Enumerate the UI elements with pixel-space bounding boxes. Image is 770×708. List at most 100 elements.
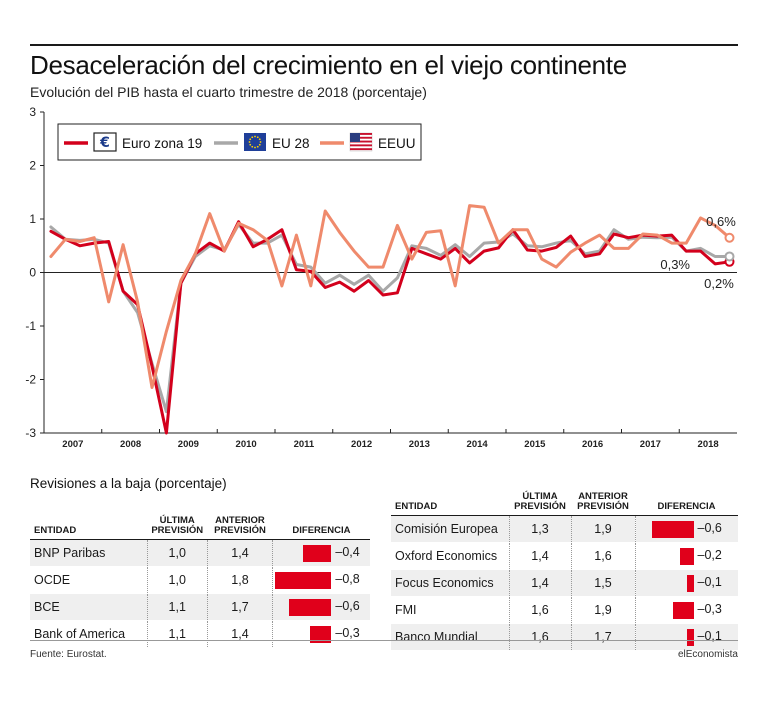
last-forecast-cell: 1,3 bbox=[508, 515, 571, 543]
x-tick-label: 2017 bbox=[640, 439, 661, 450]
header-last: ÚLTIMA PREVISIÓN bbox=[147, 506, 208, 540]
y-tick-label: 0 bbox=[29, 266, 36, 280]
top-rule bbox=[30, 44, 738, 46]
previous-forecast-cell: 1,8 bbox=[206, 566, 273, 594]
y-tick-label: -1 bbox=[25, 319, 36, 333]
x-tick-label: 2016 bbox=[582, 439, 603, 450]
difference-cell: –0,3 bbox=[272, 620, 370, 648]
header-last: ÚLTIMA PREVISIÓN bbox=[509, 482, 571, 516]
last-forecast-cell: 1,0 bbox=[146, 566, 208, 594]
difference-bar bbox=[310, 626, 332, 643]
entity-cell: Oxford Economics bbox=[391, 542, 509, 570]
x-tick-label: 2012 bbox=[351, 439, 372, 450]
previous-forecast-cell: 1,4 bbox=[206, 539, 273, 567]
chart-subtitle: Evolución del PIB hasta el cuarto trimes… bbox=[30, 84, 427, 100]
x-tick-label: 2008 bbox=[120, 439, 141, 450]
difference-bar bbox=[303, 545, 332, 562]
difference-label: –0,6 bbox=[697, 521, 722, 535]
series-line-eu bbox=[49, 222, 731, 414]
x-tick-label: 2007 bbox=[62, 439, 83, 450]
brand-name: elEconomista bbox=[677, 649, 738, 660]
difference-bar bbox=[686, 575, 694, 592]
header-diff: DIFERENCIA bbox=[635, 482, 738, 516]
y-tick-label: 1 bbox=[29, 212, 36, 226]
revisions-table-right: ENTIDAD ÚLTIMA PREVISIÓN ANTERIOR PREVIS… bbox=[391, 482, 738, 651]
revision-row: OCDE 1,0 1,8 –0,8 bbox=[30, 566, 370, 594]
y-tick-label: 2 bbox=[29, 159, 36, 173]
difference-label: –0,1 bbox=[697, 575, 722, 589]
revision-row: BCE 1,1 1,7 –0,6 bbox=[30, 593, 370, 621]
difference-label: –0,4 bbox=[335, 545, 360, 559]
previous-forecast-cell: 1,9 bbox=[570, 515, 635, 543]
difference-cell: –0,4 bbox=[272, 539, 370, 567]
series-line-euro bbox=[49, 220, 731, 435]
revision-row: Banco Mundial 1,6 1,7 –0,1 bbox=[391, 623, 738, 651]
entity-cell: BCE bbox=[30, 593, 148, 621]
difference-bar bbox=[275, 572, 332, 589]
entity-cell: Bank of America bbox=[30, 620, 148, 648]
header-prev: ANTERIOR PREVISIÓN bbox=[571, 482, 635, 516]
value-annotation: 0,2% bbox=[704, 276, 734, 291]
difference-label: –0,6 bbox=[335, 599, 360, 613]
previous-forecast-cell: 1,4 bbox=[206, 620, 273, 648]
difference-label: –0,3 bbox=[335, 626, 360, 640]
last-forecast-cell: 1,0 bbox=[146, 539, 208, 567]
difference-cell: –0,6 bbox=[634, 515, 738, 543]
difference-label: –0,3 bbox=[697, 602, 722, 616]
gdp-line-chart: 3 2 1 0 -1 -2 -3 2007 2008 2009 2010 2011 2012 2013 20… bbox=[25, 105, 737, 450]
x-tick-label: 2014 bbox=[467, 439, 489, 450]
header-entity: ENTIDAD bbox=[30, 506, 148, 540]
last-forecast-cell: 1,1 bbox=[146, 593, 208, 621]
x-tick-label: 2009 bbox=[178, 439, 199, 450]
bottom-rule bbox=[30, 640, 738, 641]
entity-cell: FMI bbox=[391, 596, 509, 624]
value-annotation: 0,3% bbox=[660, 257, 690, 272]
previous-forecast-cell: 1,9 bbox=[570, 596, 635, 624]
difference-label: –0,8 bbox=[335, 572, 360, 586]
previous-forecast-cell: 1,7 bbox=[570, 623, 635, 651]
x-tick-label: 2013 bbox=[409, 439, 430, 450]
header-entity: ENTIDAD bbox=[391, 482, 509, 516]
header-prev: ANTERIOR PREVISIÓN bbox=[207, 506, 273, 540]
x-tick-label: 2011 bbox=[294, 439, 315, 450]
revisions-heading: Revisiones a la baja (porcentaje) bbox=[30, 476, 227, 491]
difference-label: –0,1 bbox=[697, 629, 722, 643]
difference-cell: –0,1 bbox=[634, 569, 738, 597]
header-diff: DIFERENCIA bbox=[272, 506, 370, 540]
difference-cell: –0,6 bbox=[272, 593, 370, 621]
difference-cell: –0,1 bbox=[634, 623, 738, 651]
entity-cell: Comisión Europea bbox=[391, 515, 509, 543]
entity-cell: Focus Economics bbox=[391, 569, 509, 597]
last-forecast-cell: 1,1 bbox=[146, 620, 208, 648]
revision-row: Oxford Economics 1,4 1,6 –0,2 bbox=[391, 542, 738, 570]
difference-label: –0,2 bbox=[697, 548, 722, 562]
legend-label: Euro zona 19 bbox=[122, 136, 202, 151]
difference-cell: –0,8 bbox=[272, 566, 370, 594]
legend-label: EEUU bbox=[378, 136, 416, 151]
difference-bar bbox=[672, 602, 694, 619]
y-tick-label: -3 bbox=[25, 426, 36, 440]
revision-row: Bank of America 1,1 1,4 –0,3 bbox=[30, 620, 370, 648]
difference-bar bbox=[651, 521, 694, 538]
usa-flag-icon bbox=[349, 132, 373, 152]
chart-title: Desaceleración del crecimiento en el vie… bbox=[30, 50, 627, 80]
difference-cell: –0,2 bbox=[634, 542, 738, 570]
revision-row: Comisión Europea 1,3 1,9 –0,6 bbox=[391, 515, 738, 543]
y-tick-label: -2 bbox=[25, 373, 36, 387]
source-note: Fuente: Eurostat. bbox=[30, 649, 107, 660]
end-marker-usa bbox=[724, 232, 735, 243]
entity-cell: Banco Mundial bbox=[391, 623, 509, 651]
entity-cell: OCDE bbox=[30, 566, 148, 594]
x-tick-label: 2010 bbox=[236, 439, 257, 450]
previous-forecast-cell: 1,7 bbox=[206, 593, 273, 621]
chart-legend: € Euro zona 19 EU 28 EEUU bbox=[57, 123, 422, 161]
end-marker-eu bbox=[724, 251, 735, 262]
svg-text:€: € bbox=[99, 135, 110, 151]
difference-cell: –0,3 bbox=[634, 596, 738, 624]
value-annotation: 0,6% bbox=[706, 214, 736, 229]
difference-bar bbox=[289, 599, 332, 616]
eu-flag-icon bbox=[244, 133, 266, 151]
last-forecast-cell: 1,6 bbox=[508, 596, 571, 624]
revision-row: FMI 1,6 1,9 –0,3 bbox=[391, 596, 738, 624]
series-line-usa bbox=[49, 204, 731, 389]
